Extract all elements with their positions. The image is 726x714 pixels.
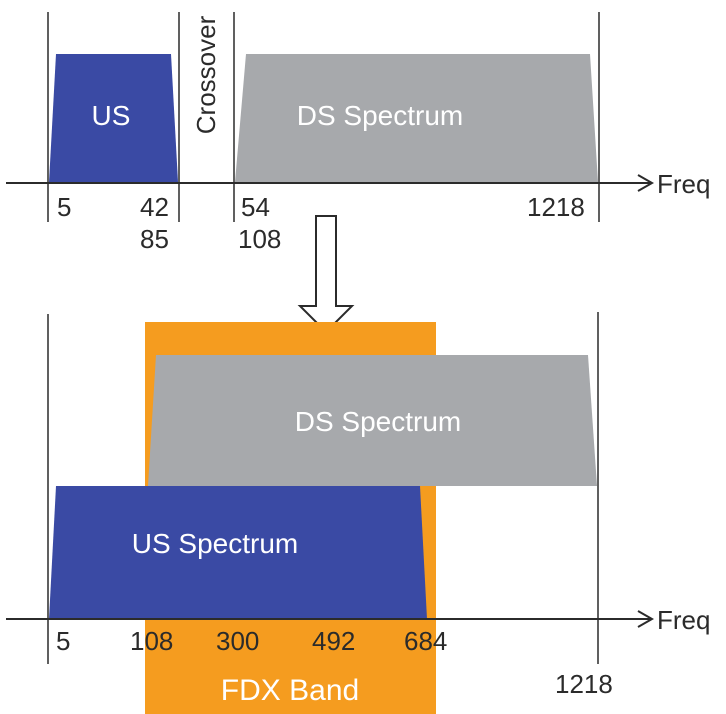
bottom-ds-block: [148, 355, 597, 486]
bottom-axis-arrowhead: [637, 610, 655, 628]
top-axis-arrowhead: [637, 174, 655, 192]
top-crossover-label: Crossover: [191, 15, 221, 134]
top-us-label: US: [92, 100, 131, 131]
bottom-tick-108: 108: [130, 626, 173, 656]
top-ds-block: [235, 54, 598, 182]
top-ds-label: DS Spectrum: [297, 100, 464, 131]
top-tick-1218: 1218: [527, 192, 585, 222]
top-diagram: US Crossover DS Spectrum Freq 5 42 85 54…: [6, 12, 710, 254]
bottom-us-label: US Spectrum: [132, 528, 299, 559]
top-us-block: [49, 54, 178, 182]
bottom-tick-300: 300: [216, 626, 259, 656]
bottom-tick-5: 5: [56, 626, 70, 656]
bottom-tick-492: 492: [312, 626, 355, 656]
bottom-tick-1218: 1218: [555, 669, 613, 699]
top-axis-title: Freq: [657, 169, 710, 199]
bottom-tick-684: 684: [404, 626, 447, 656]
bottom-ds-label: DS Spectrum: [295, 406, 462, 437]
bottom-us-block: [49, 486, 427, 619]
top-tick-108: 108: [238, 224, 281, 254]
top-tick-42: 42: [140, 192, 169, 222]
bottom-axis-title: Freq: [657, 605, 710, 635]
top-tick-54: 54: [241, 192, 270, 222]
top-tick-5: 5: [57, 192, 71, 222]
down-arrow-icon: [297, 215, 355, 334]
bottom-diagram: DS Spectrum US Spectrum Freq 5 108 300 4…: [6, 312, 710, 714]
fdx-band-label: FDX Band: [221, 674, 359, 707]
top-tick-85: 85: [140, 224, 169, 254]
